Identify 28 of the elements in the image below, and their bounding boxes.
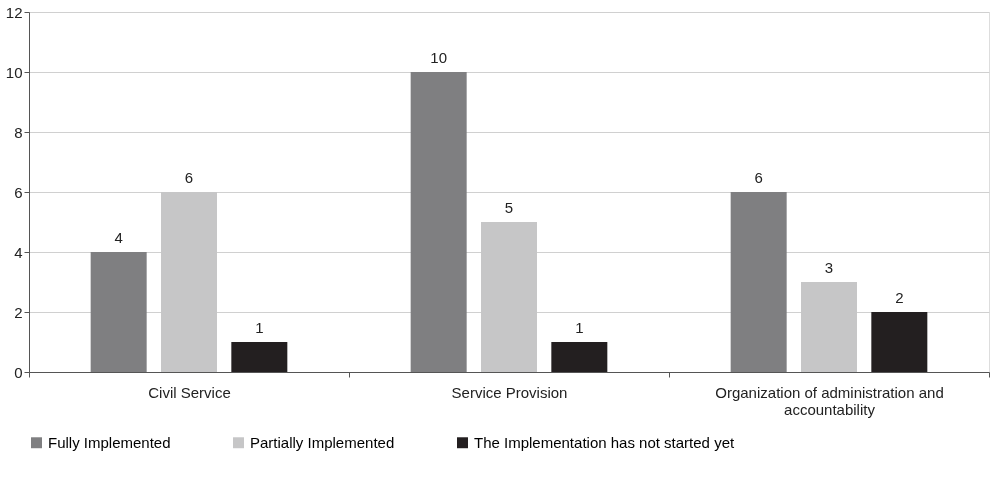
y-tick-label: 4 — [14, 243, 23, 261]
data-label: 4 — [114, 229, 123, 246]
bar — [551, 342, 608, 372]
x-tick-label: Civil Service — [148, 383, 231, 401]
legend-label: The Implementation has not started yet — [474, 433, 735, 451]
bar — [231, 342, 288, 372]
y-tick-label: 8 — [14, 123, 23, 141]
bar — [90, 252, 147, 372]
data-label: 1 — [255, 319, 264, 336]
y-tick-label: 2 — [14, 303, 23, 321]
data-label: 6 — [184, 169, 194, 186]
x-tick-label: Service Provision — [451, 383, 568, 401]
data-label: 3 — [824, 259, 834, 276]
data-label: 5 — [504, 199, 514, 216]
bar — [410, 72, 467, 372]
x-tick-label: Organization of administration and accountability — [715, 383, 944, 418]
data-label: 6 — [754, 169, 763, 186]
data-label: 2 — [895, 289, 904, 306]
bar — [730, 192, 787, 372]
y-tick-label: 0 — [14, 363, 23, 381]
data-label: 1 — [575, 319, 584, 336]
bar — [871, 312, 928, 372]
data-label: 10 — [430, 49, 448, 66]
legend-label: Partially Implemented — [250, 433, 395, 451]
y-tick-label: 10 — [5, 63, 23, 81]
y-tick-label: 12 — [5, 3, 23, 21]
legend-label: Fully Implemented — [48, 433, 171, 451]
y-tick-label: 6 — [14, 183, 23, 201]
